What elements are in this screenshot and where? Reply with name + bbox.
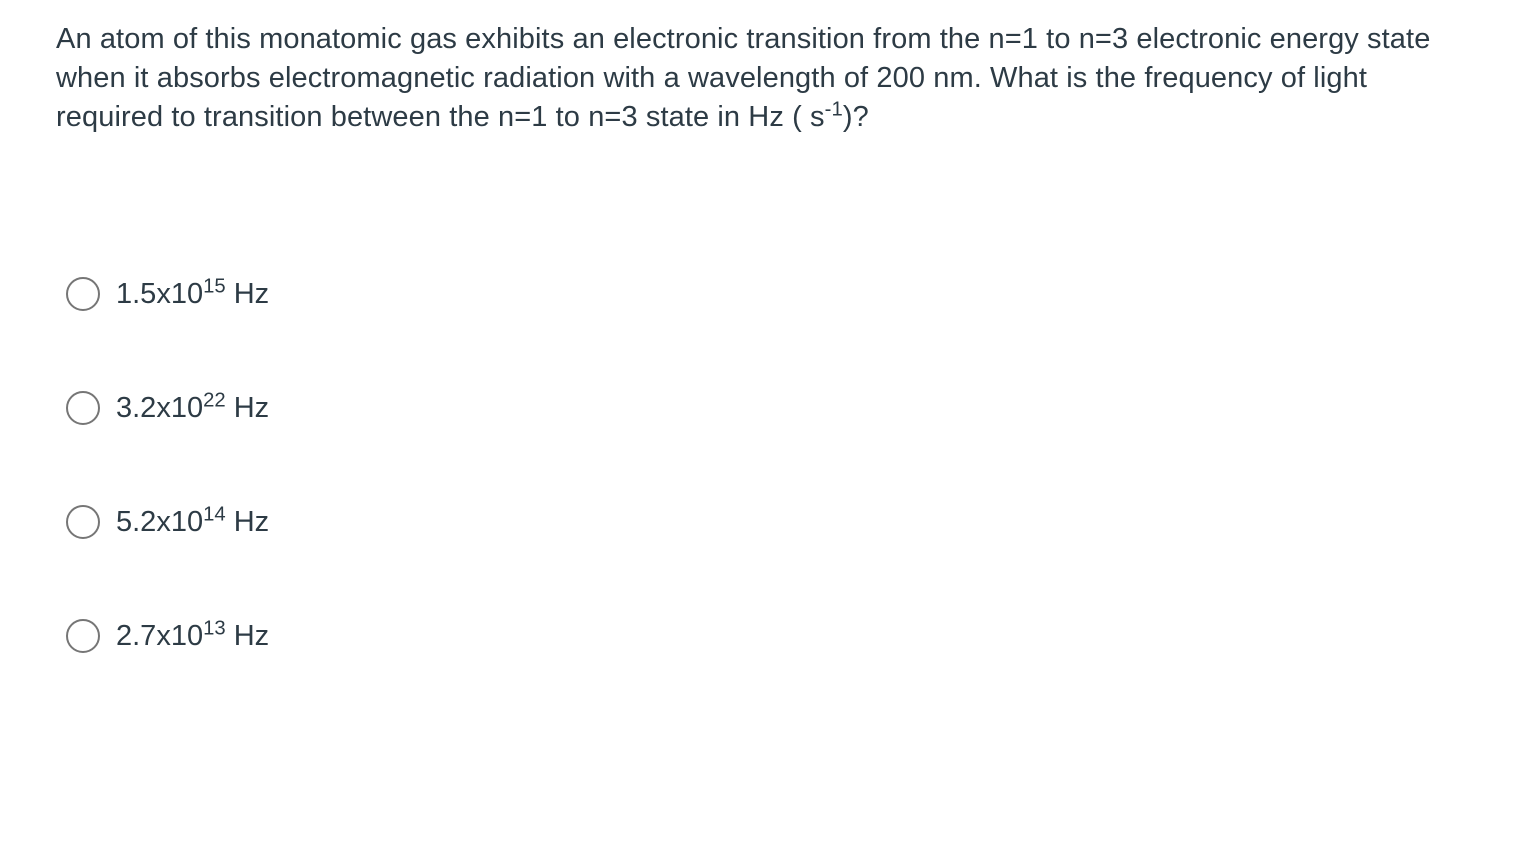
option-exp: 14 xyxy=(203,503,226,525)
radio-icon xyxy=(66,277,100,311)
option-exp: 13 xyxy=(203,617,226,639)
question-text-sup: -1 xyxy=(825,99,843,121)
option-base: 3.2x10 xyxy=(116,392,203,424)
option-unit: Hz xyxy=(226,392,270,424)
option-2[interactable]: 3.2x1022 Hz xyxy=(66,391,1482,425)
option-3[interactable]: 5.2x1014 Hz xyxy=(66,505,1482,539)
option-exp: 15 xyxy=(203,275,226,297)
option-label: 5.2x1014 Hz xyxy=(116,506,269,539)
option-label: 2.7x1013 Hz xyxy=(116,620,269,653)
question-text-main: An atom of this monatomic gas exhibits a… xyxy=(56,23,1430,133)
option-base: 2.7x10 xyxy=(116,620,203,652)
option-label: 3.2x1022 Hz xyxy=(116,392,269,425)
radio-icon xyxy=(66,619,100,653)
radio-icon xyxy=(66,505,100,539)
option-unit: Hz xyxy=(226,620,270,652)
question-text: An atom of this monatomic gas exhibits a… xyxy=(56,20,1482,137)
question-text-tail: )? xyxy=(843,101,869,133)
radio-icon xyxy=(66,391,100,425)
option-base: 1.5x10 xyxy=(116,278,203,310)
option-4[interactable]: 2.7x1013 Hz xyxy=(66,619,1482,653)
option-exp: 22 xyxy=(203,389,226,411)
option-unit: Hz xyxy=(226,506,270,538)
option-unit: Hz xyxy=(226,278,270,310)
option-1[interactable]: 1.5x1015 Hz xyxy=(66,277,1482,311)
option-base: 5.2x10 xyxy=(116,506,203,538)
option-label: 1.5x1015 Hz xyxy=(116,278,269,311)
options-group: 1.5x1015 Hz 3.2x1022 Hz 5.2x1014 Hz 2.7x… xyxy=(56,277,1482,653)
